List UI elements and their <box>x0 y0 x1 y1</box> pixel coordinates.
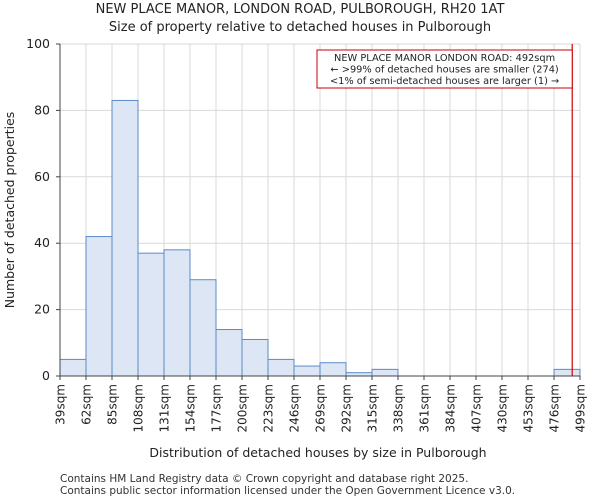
x-tick-label: 223sqm <box>262 384 276 432</box>
x-tick-label: 407sqm <box>470 384 484 432</box>
x-tick-label: 85sqm <box>106 384 120 425</box>
x-tick-label: 292sqm <box>340 384 354 432</box>
x-tick-label: 269sqm <box>314 384 328 432</box>
histogram-bar <box>241 338 269 377</box>
x-tick-label: 361sqm <box>418 384 432 432</box>
annotation-box <box>316 49 573 89</box>
histogram-bar <box>553 368 581 377</box>
histogram-bar <box>59 358 87 377</box>
x-tick-label: 384sqm <box>444 384 458 432</box>
x-axis-label: Distribution of detached houses by size … <box>149 445 486 460</box>
y-tick-label: 0 <box>42 368 50 383</box>
y-tick-label: 40 <box>34 235 50 250</box>
y-tick-label: 60 <box>34 169 50 184</box>
x-tick-label: 476sqm <box>548 384 562 432</box>
y-tick-label: 80 <box>34 102 50 117</box>
annotation-text-line: NEW PLACE MANOR LONDON ROAD: 492sqm <box>334 53 555 64</box>
histogram-bar <box>85 236 113 377</box>
y-tick-label: 20 <box>34 302 50 317</box>
x-tick-label: 177sqm <box>210 384 224 432</box>
histogram-bar <box>267 358 295 377</box>
x-tick-label: 39sqm <box>54 384 68 425</box>
x-tick-label: 154sqm <box>184 384 198 432</box>
x-tick-label: 315sqm <box>366 384 380 432</box>
histogram-bar <box>371 368 399 377</box>
histogram-bar <box>189 279 217 377</box>
bars-layer <box>59 99 581 377</box>
footer-line-1: Contains HM Land Registry data © Crown c… <box>60 473 469 485</box>
footer-line-2: Contains public sector information licen… <box>60 485 516 497</box>
chart-subtitle: Size of property relative to detached ho… <box>108 20 492 35</box>
x-tick-label: 499sqm <box>574 384 588 432</box>
histogram-bar <box>137 252 165 377</box>
x-tick-label: 200sqm <box>236 384 250 432</box>
x-tick-label: 108sqm <box>132 384 146 432</box>
y-axis-label: Number of detached properties <box>2 112 17 309</box>
x-tick-label: 338sqm <box>392 384 406 432</box>
annotation-text-line: <1% of semi-detached houses are larger (… <box>330 76 559 87</box>
y-tick-label: 100 <box>26 36 50 51</box>
histogram-bar <box>319 362 347 377</box>
x-tick-label: 430sqm <box>496 384 510 432</box>
x-tick-label: 62sqm <box>80 384 94 425</box>
chart-title: NEW PLACE MANOR, LONDON ROAD, PULBOROUGH… <box>95 2 505 17</box>
histogram-bar <box>111 99 139 377</box>
histogram-bar <box>163 249 191 377</box>
histogram-bar <box>215 329 243 377</box>
marker-layer: NEW PLACE MANOR LONDON ROAD: 492sqm← >99… <box>316 44 573 376</box>
x-tick-label: 453sqm <box>522 384 536 432</box>
histogram-bar <box>293 365 321 377</box>
annotation-text-line: ← >99% of detached houses are smaller (2… <box>330 65 558 76</box>
x-tick-label: 131sqm <box>158 384 172 432</box>
ticks-layer: 0 20 40 60 80 100 39sqm 62sqm 85sqm 108sqm 131sqm 1… <box>26 36 587 432</box>
x-tick-label: 246sqm <box>288 384 302 432</box>
